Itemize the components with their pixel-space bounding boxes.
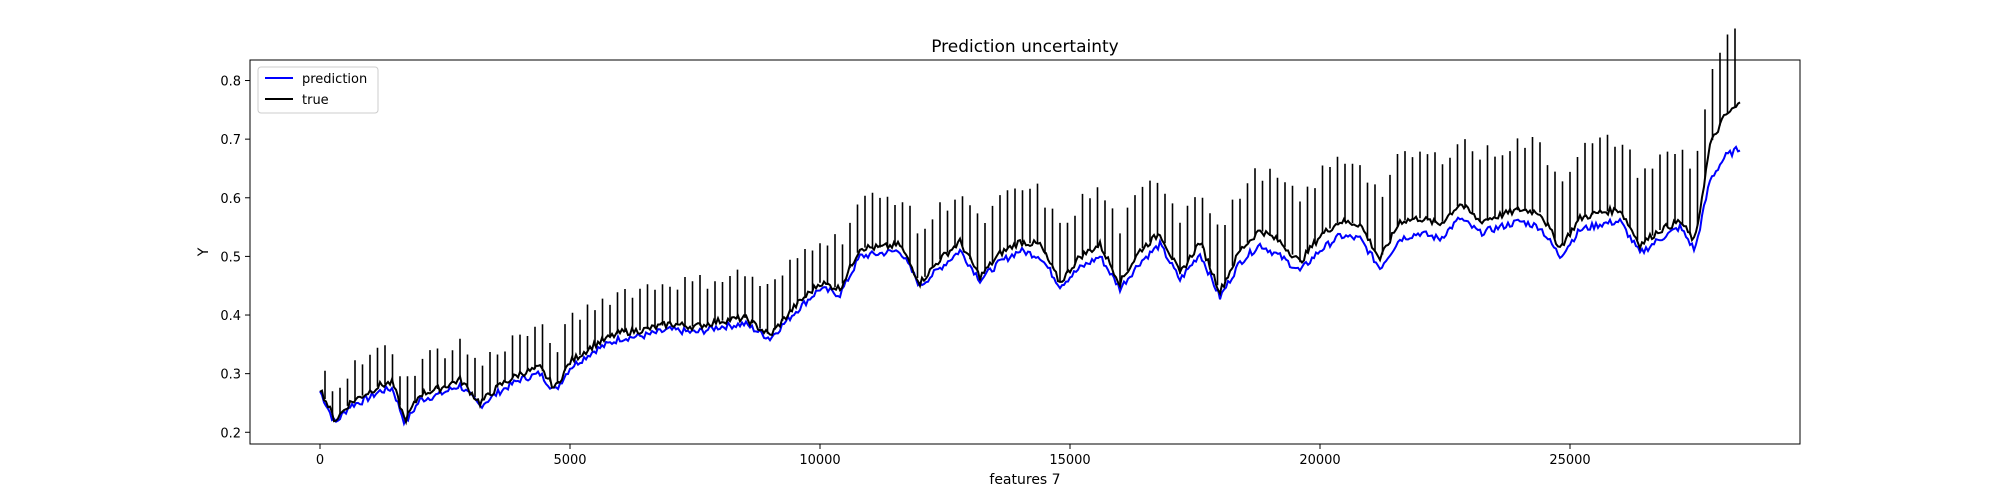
y-tick-label: 0.2	[220, 426, 241, 441]
y-tick-label: 0.5	[220, 250, 241, 265]
y-axis-label: Y	[196, 247, 212, 257]
legend-label-true: true	[302, 93, 329, 108]
y-tick-label: 0.3	[220, 368, 241, 383]
x-tick-label: 20000	[1299, 453, 1340, 468]
series-line-prediction	[319, 145, 1741, 427]
x-axis: 0 5000 10000 15000 20000 25000	[316, 444, 1591, 468]
y-tick-label: 0.4	[220, 309, 241, 324]
x-axis-label: features 7	[989, 472, 1060, 488]
series-spikes-true	[324, 28, 1736, 417]
x-tick-label: 0	[316, 453, 324, 468]
legend-label-prediction: prediction	[302, 72, 367, 87]
x-tick-label: 10000	[799, 453, 840, 468]
series-layer	[319, 101, 1741, 427]
x-tick-label: 25000	[1549, 453, 1590, 468]
y-tick-label: 0.8	[220, 75, 241, 90]
plot-frame	[249, 59, 1801, 445]
y-axis: 0.2 0.3 0.4 0.5 0.6 0.7 0.8	[220, 75, 250, 441]
y-tick-label: 0.6	[220, 192, 241, 207]
y-tick-label: 0.7	[220, 133, 241, 148]
legend: prediction true	[257, 66, 379, 114]
x-tick-label: 5000	[553, 453, 586, 468]
series-line-true	[319, 101, 1741, 426]
x-tick-label: 15000	[1049, 453, 1090, 468]
true-spikes-layer	[324, 28, 1736, 417]
chart-title: Prediction uncertainty	[931, 37, 1119, 57]
